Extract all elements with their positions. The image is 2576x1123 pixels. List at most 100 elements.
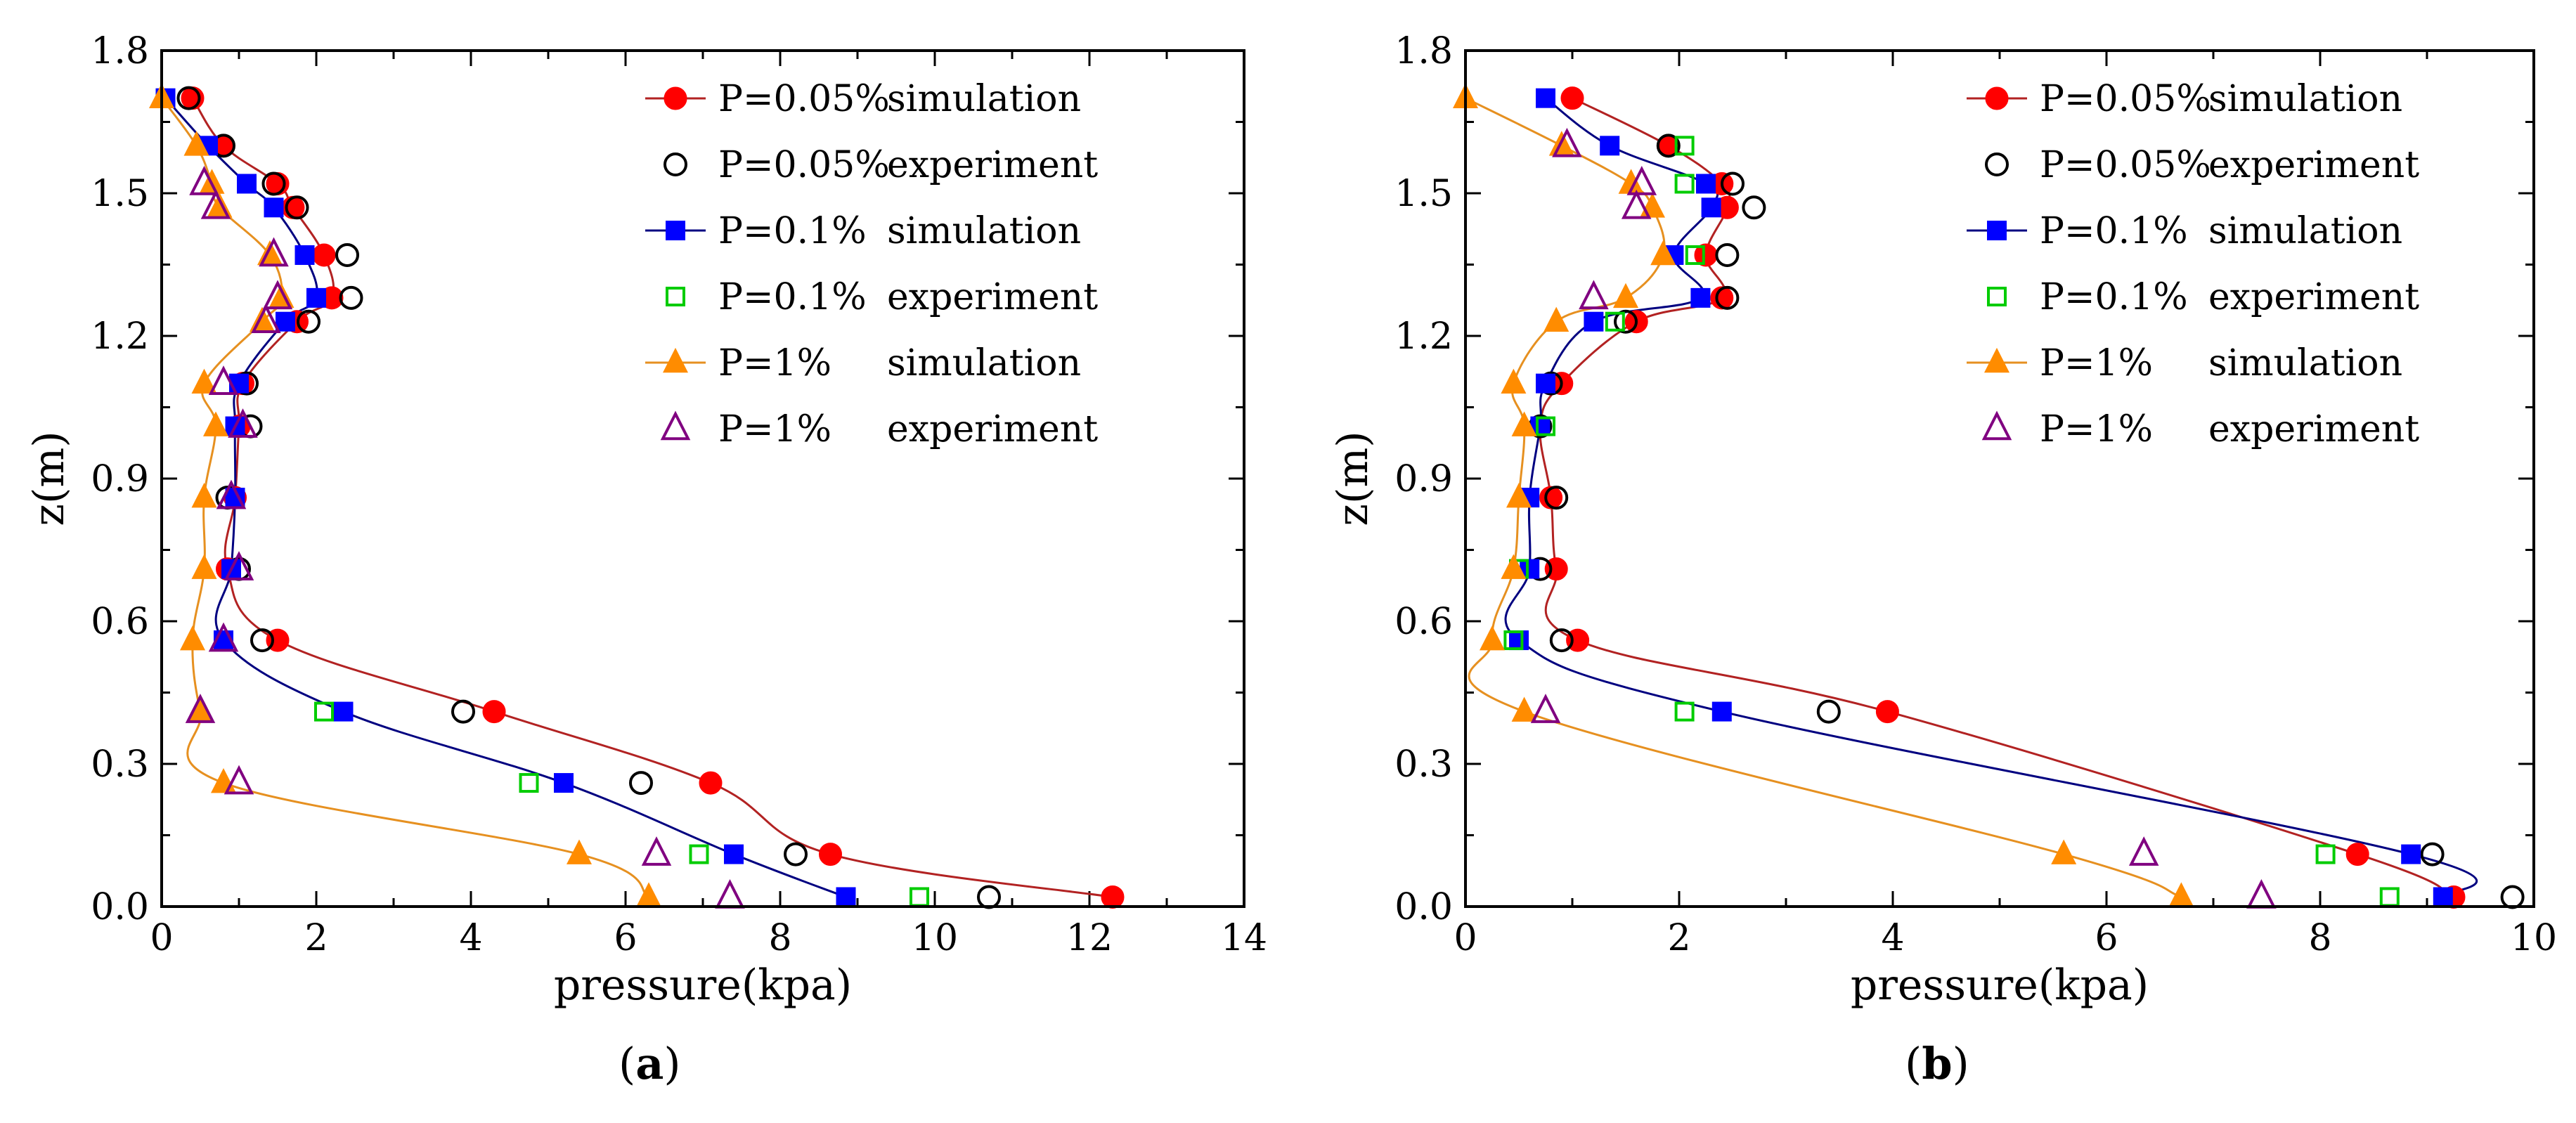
data-point (2168, 882, 2194, 907)
data-point (519, 773, 539, 793)
data-point (297, 309, 321, 334)
data-point (1552, 127, 1582, 157)
x-tick-label: 14 (1221, 917, 1267, 959)
data-point (1621, 189, 1652, 219)
data-point (629, 771, 653, 796)
data-point (1742, 195, 1766, 220)
caption-paren-open: ( (1905, 1038, 1922, 1089)
x-axis-label: pressure(kpa) (1851, 961, 2149, 1010)
data-point (1618, 169, 1644, 194)
data-point (224, 551, 254, 580)
data-point (191, 482, 217, 508)
data-point (264, 197, 284, 218)
data-point (1530, 694, 1561, 723)
data-point (724, 844, 744, 864)
data-point (1685, 245, 1705, 265)
legend-label: P=1% (2040, 408, 2153, 450)
y-tick-label: 0.0 (91, 886, 149, 928)
data-point (1501, 368, 1527, 394)
data-point (1701, 197, 1721, 218)
data-point (176, 86, 201, 110)
data-point (2246, 878, 2277, 909)
legend-label: P=1% (718, 408, 831, 450)
data-point (314, 701, 334, 722)
data-point (1875, 700, 1899, 724)
chart-panel-a: 0 2 4 6 8 10 12 14 0.0 0.3 0.6 0.9 1.2 1.5 1.8 pressure… (25, 30, 1267, 1089)
data-point (1674, 174, 1695, 194)
legend-kind: experiment (2208, 144, 2419, 186)
data-point (1536, 373, 1555, 394)
data-point (1549, 628, 1574, 653)
data-point (1509, 630, 1529, 651)
data-point (636, 882, 661, 907)
data-point (784, 842, 808, 866)
data-point (1605, 311, 1625, 332)
data-point (1544, 486, 1569, 510)
x-tick-label: 8 (768, 917, 791, 959)
y-tick-label: 1.8 (1394, 30, 1453, 72)
data-point (1536, 88, 1555, 108)
legend-label: P=1% (718, 342, 831, 384)
data-point (189, 165, 219, 195)
y-tick-label: 0.0 (1394, 886, 1453, 928)
x-tick-label: 6 (614, 917, 637, 959)
caption-paren-close: ) (1953, 1038, 1969, 1089)
data-point (224, 765, 254, 795)
legend-marker (664, 86, 687, 110)
x-tick-label: 2 (1667, 917, 1690, 959)
data-point (180, 625, 205, 651)
data-point (228, 408, 258, 438)
legend-marker (660, 410, 691, 441)
y-tick-label: 0.9 (91, 458, 149, 500)
legend-marker (1987, 287, 2007, 306)
data-point (251, 304, 281, 333)
legend-label: P=0.1% (2040, 276, 2188, 318)
y-tick-label: 1.2 (1394, 316, 1453, 358)
data-point (1674, 136, 1695, 156)
data-point (1579, 280, 1609, 310)
y-tick-label: 1.5 (1394, 173, 1453, 215)
data-point (1715, 285, 1740, 310)
data-point (836, 887, 856, 907)
data-point (1511, 696, 1537, 722)
data-point (339, 285, 363, 310)
legend-marker (664, 152, 687, 176)
panel-caption: (a) (619, 1038, 681, 1089)
legend-marker (1985, 86, 2009, 110)
data-point (262, 280, 293, 310)
data-point (2345, 843, 2369, 866)
data-point (641, 836, 672, 866)
data-point (208, 622, 239, 652)
data-point (715, 878, 745, 909)
data-point (1600, 136, 1620, 156)
legend-kind: simulation (2208, 210, 2402, 252)
data-point (237, 174, 257, 194)
data-point (1536, 416, 1555, 436)
y-axis-label: z(m) (25, 431, 74, 526)
data-point (482, 700, 506, 724)
legend-marker (1985, 152, 2009, 176)
legend-label: P=0.1% (718, 210, 867, 252)
legend-kind: experiment (2208, 276, 2419, 318)
legend-kind: experiment (887, 276, 1098, 318)
x-tick-label: 4 (459, 917, 482, 959)
x-tick-label: 0 (150, 917, 173, 959)
data-point (451, 699, 475, 724)
data-point (910, 887, 929, 907)
data-point (200, 189, 231, 219)
data-point (554, 773, 574, 793)
caption-letter: a (635, 1038, 664, 1089)
x-axis-label: pressure(kpa) (554, 961, 852, 1010)
y-axis-label: z(m) (1328, 431, 1378, 526)
data-point (2315, 844, 2336, 864)
data-point (2433, 887, 2453, 907)
data-point (208, 365, 239, 395)
data-point (1506, 482, 1532, 508)
data-point (261, 171, 286, 196)
y-tick-label: 1.5 (91, 173, 149, 215)
data-point (689, 844, 709, 864)
data-point (276, 311, 295, 332)
x-tick-label: 2 (304, 917, 328, 959)
data-point (191, 554, 217, 579)
x-tick-label: 8 (2308, 917, 2331, 959)
